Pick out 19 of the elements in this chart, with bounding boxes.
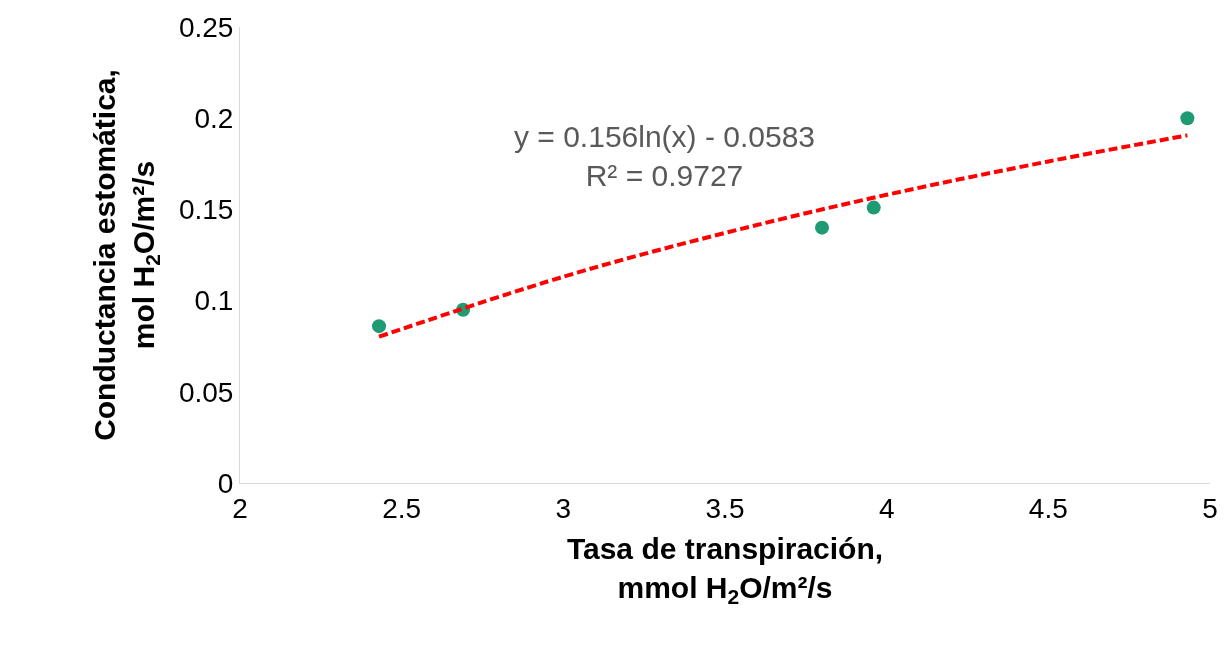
x-tick-label: 2.5 <box>382 492 422 524</box>
annotation: y = 0.156ln(x) - 0.0583 R² = 0.9727 <box>514 120 816 192</box>
point <box>866 200 881 215</box>
y-tick-label: 0.15 <box>178 194 234 226</box>
x-axis-title: Tasa de transpiración, mmol H$_{2}$O/m²/s <box>566 532 884 609</box>
x-tick-label: 2 <box>232 492 248 524</box>
x-tick-label: 3 <box>555 492 572 524</box>
y-tick-label: 0.25 <box>178 11 234 43</box>
y-tick-label: 0.2 <box>194 103 234 134</box>
point <box>815 220 829 235</box>
y-tick-label: 0 <box>217 467 234 499</box>
y-tick-label: 0.1 <box>194 285 234 317</box>
y-tick-label: 0.05 <box>178 376 234 408</box>
point <box>372 319 387 334</box>
x-tick-label: 3.5 <box>705 492 745 524</box>
point <box>1180 111 1195 126</box>
x-tick-label: 5 <box>1202 492 1218 524</box>
x-tick-label: 4 <box>878 492 895 524</box>
x-tick-label: 4.5 <box>1028 492 1068 524</box>
